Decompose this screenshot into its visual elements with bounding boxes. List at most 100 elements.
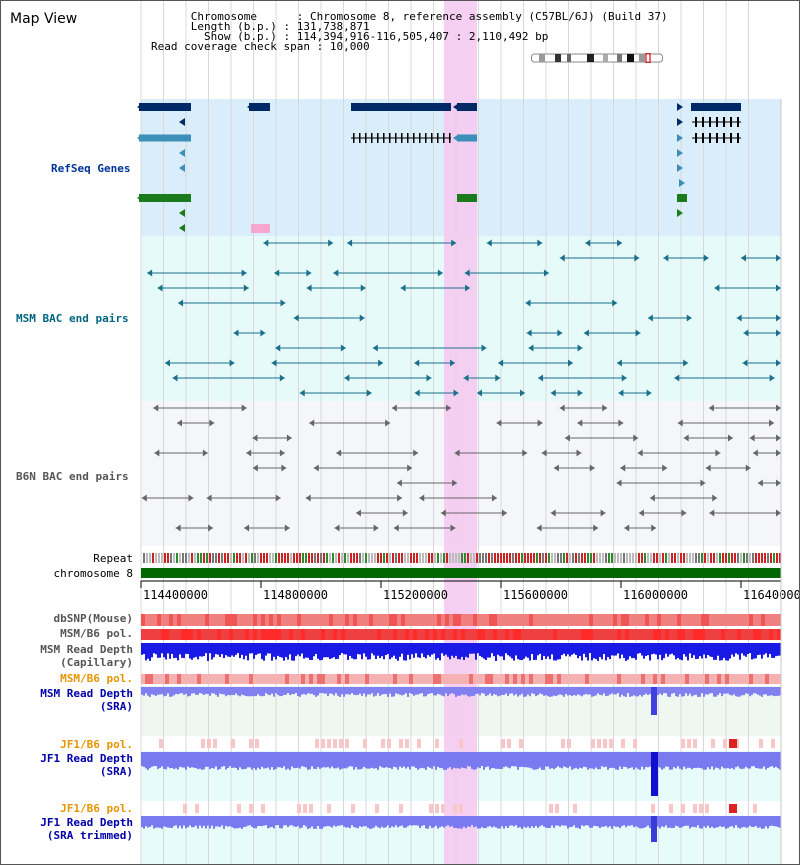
msm-b6-pol-cell [325,629,329,640]
gene-feature [139,134,191,142]
repeat-element [659,553,661,563]
msm-b6-pol-2-track-label[interactable]: MSM/B6 pol. [60,672,133,685]
msm-depth-cap-bar [191,643,193,660]
jf1-depth-sra-bar [169,752,171,769]
msm-depth-cap-bar [675,643,677,660]
msm-b6-pol-cell [521,629,525,640]
msm-b6-pol-2-cell [709,674,713,684]
msm-depth-sra-bar [287,687,289,694]
jf1-depth-trim-bar [253,816,255,829]
msm-depth-sra-bar [185,687,187,694]
msm-depth-cap-bar [295,643,297,657]
msm-depth-sra-bar [387,687,389,697]
msm-depth-sra-bar [157,687,159,695]
jf1-depth-trim-bar [151,816,153,826]
msm-depth-cap-bar [603,643,605,655]
b6n-bac-pair-end [154,449,160,457]
jf1-b6-pol-2-track-label[interactable]: JF1/B6 pol. [60,802,133,815]
msm-b6-pol-cell [545,629,549,640]
jf1-depth-sra-bar [739,752,741,769]
jf1-pol-cell [453,804,457,813]
msm-depth-sra-bar [183,687,185,695]
msm-b6-pol-cell [309,629,313,640]
msm-depth-sra-bar [281,687,283,696]
msm-depth-sra-bar [195,687,197,695]
msm-depth-cap-bar [373,643,375,656]
dbsnp-cell [429,614,433,626]
jf1-depth-trim-bar [609,816,611,827]
jf1-depth-sra-bar [243,752,245,770]
repeat-element [422,553,424,563]
msm-b6-pol-cell [725,629,729,640]
jf1-depth-sra-bar [193,752,195,768]
msm-b6-pol-cell [517,629,521,640]
jf1-depth-trim-bar [487,816,489,827]
msm-depth-sra-bar [681,687,683,697]
msm-depth-sra-bar [595,687,597,696]
jf1-depth-sra-label[interactable]: JF1 Read Depth [40,752,133,765]
msm-b6-pol-cell [473,629,477,640]
exon [431,133,433,143]
b6n-bac-pair-end [651,524,657,532]
msm-b6-pol-cell [357,629,361,640]
jf1-depth-trim-label[interactable]: JF1 Read Depth [40,816,133,829]
msm-b6-pol-2-cell [141,674,145,684]
jf1-depth-trim-bar [759,816,761,828]
jf1-depth-trim-bar [203,816,205,826]
msm-bac-pair-end [344,374,350,382]
jf1-depth-sra-bar [679,752,681,769]
jf1-depth-sra-bar [365,752,367,769]
b6n-bac-pair-end [396,479,402,487]
jf1-pol-cell [699,804,703,813]
msm-b6-pol-cell [245,629,249,640]
msm-depth-cap-bar [397,643,399,661]
dbsnp-cell [693,614,697,626]
msm-b6-pol-track-label[interactable]: MSM/B6 pol. [60,627,133,640]
msm-depth-sra-label[interactable]: MSM Read Depth [40,687,133,700]
jf1-depth-sra-bar [211,752,213,769]
msm-depth-cap-bar [755,643,757,659]
msm-depth-cap-bar [407,643,409,655]
jf1-pol-cell [723,739,727,748]
dbsnp-cell [477,614,481,626]
jf1-depth-trim-bar [497,816,499,829]
chromosome-ideogram[interactable] [531,53,663,63]
exon [702,117,704,127]
b6n-bac-track-label[interactable]: B6N BAC end pairs [16,470,129,483]
jf1-depth-trim-bar [209,816,211,829]
dbsnp-track-label[interactable]: dbSNP(Mouse) [53,612,133,625]
chromosome-track-label[interactable]: chromosome 8 [53,567,133,580]
msm-depth-sra-bar [599,687,601,695]
msm-bac-pair-end [233,329,239,337]
jf1-pol-cell [231,739,235,748]
gene-feature [677,194,687,202]
b6n-bac-pair-end [705,464,711,472]
jf1-depth-sra-bar [715,752,717,768]
msm-b6-pol-2-cell [269,674,273,684]
msm-depth-sra-bar [305,687,307,695]
jf1-depth-sra-bar [543,752,545,770]
msm-depth-capillary-label[interactable]: MSM Read Depth [40,643,133,656]
msm-bac-pair-end [299,389,305,397]
msm-depth-sra-bar [545,687,547,696]
jf1-depth-sra-bar [393,752,395,767]
repeat-track-label[interactable]: Repeat [93,552,133,565]
jf1-depth-trim-bar [505,816,507,827]
jf1-pol-cell [555,804,559,813]
jf1-depth-sra-bar [553,752,555,770]
jf1-depth-trim-bar [321,816,323,829]
jf1-pol-cell [249,739,253,748]
refseq-track-label[interactable]: RefSeq Genes [51,162,131,175]
jf1-depth-sra-bar [357,752,359,770]
jf1-depth-trim-bar [553,816,555,828]
dbsnp-cell [525,614,529,626]
msm-depth-sra-bar [455,687,457,697]
msm-depth-sra-bar [673,687,675,694]
msm-depth-sra-bar [605,687,607,696]
msm-bac-pair-end [674,374,680,382]
jf1-b6-pol-track-label[interactable]: JF1/B6 pol. [60,738,133,751]
repeat-element [320,553,322,563]
msm-bac-track-label[interactable]: MSM BAC end pairs [16,312,129,325]
jf1-depth-sra-bar [559,752,561,768]
